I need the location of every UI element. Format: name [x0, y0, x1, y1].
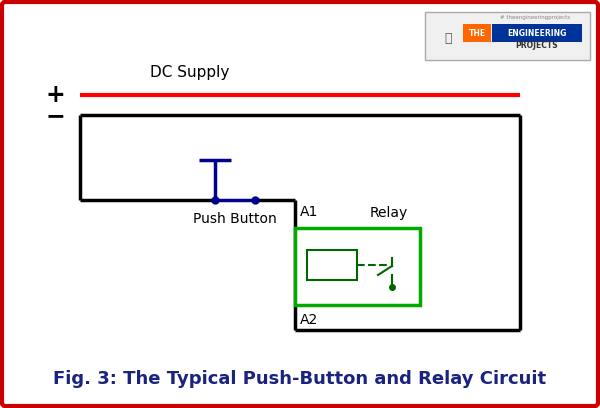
Text: Relay: Relay [370, 206, 408, 220]
Text: ENGINEERING: ENGINEERING [508, 29, 566, 38]
Text: A1: A1 [300, 205, 319, 219]
Text: PROJECTS: PROJECTS [515, 42, 559, 51]
Bar [425, 12, 590, 60]
Text: Push Button: Push Button [193, 212, 277, 226]
Bar [307, 250, 357, 280]
Text: A2: A2 [300, 313, 318, 327]
Text: THE: THE [469, 29, 485, 38]
Text: # theengineeringprojects: # theengineeringprojects [500, 16, 570, 20]
Text: DC Supply: DC Supply [150, 66, 229, 80]
Text: Fig. 3: The Typical Push-Button and Relay Circuit: Fig. 3: The Typical Push-Button and Rela… [53, 370, 547, 388]
Bar [463, 24, 491, 42]
Bar [295, 228, 420, 305]
Text: −: − [45, 104, 65, 128]
Text: 🤖: 🤖 [444, 31, 452, 44]
Bar [492, 24, 582, 42]
Text: +: + [45, 83, 65, 107]
